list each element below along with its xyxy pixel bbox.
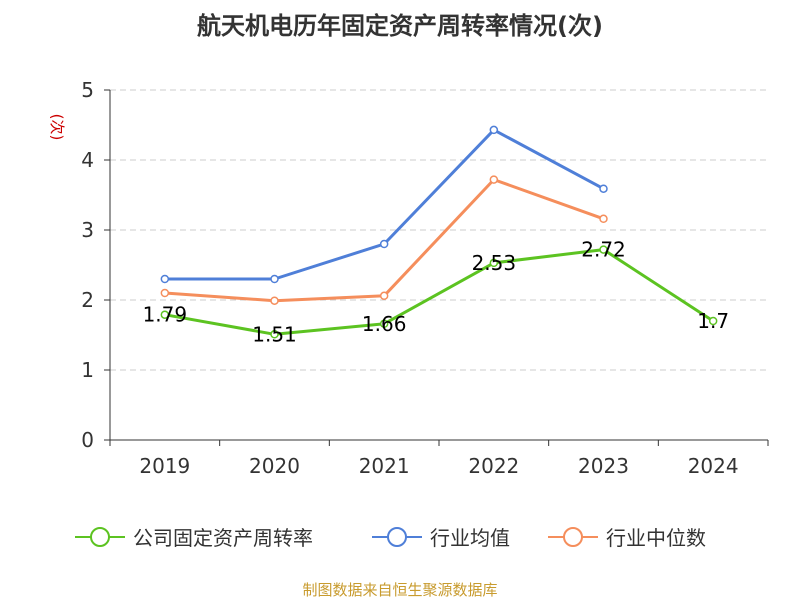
series-points: [160, 125, 718, 339]
data-point: [489, 125, 499, 135]
legend-marker: [563, 527, 583, 547]
x-tick-label: 2022: [468, 454, 519, 478]
data-label: 1.79: [143, 303, 188, 327]
y-tick-label: 0: [81, 428, 94, 452]
y-tick-label: 1: [81, 358, 94, 382]
legend-label: 公司固定资产周转率: [133, 526, 313, 550]
legend: 公司固定资产周转率 行业均值 行业中位数: [75, 526, 706, 550]
series-lines: [164, 128, 714, 336]
y-tick-label: 4: [81, 148, 94, 172]
axes: 0 1 2 3 4 5 2019 2020 2021 2022 2023 2024: [81, 78, 769, 478]
data-point: [599, 184, 608, 193]
data-label: 1.66: [362, 312, 407, 336]
legend-item[interactable]: 行业中位数: [548, 526, 706, 550]
data-point: [379, 239, 389, 249]
legend-label: 行业均值: [430, 526, 510, 550]
data-point: [489, 258, 499, 268]
data-label: 2.72: [581, 238, 626, 262]
data-point: [270, 274, 279, 284]
x-tick-label: 2020: [249, 454, 300, 478]
data-point: [160, 310, 170, 319]
x-tick-label: 2023: [578, 454, 629, 478]
legend-marker: [387, 527, 407, 547]
data-point: [708, 316, 718, 326]
data-point: [270, 296, 279, 305]
source-note: 制图数据来自恒生聚源数据库: [302, 581, 498, 599]
legend-item[interactable]: 公司固定资产周转率: [75, 526, 313, 550]
legend-item[interactable]: 行业均值: [372, 526, 510, 550]
legend-marker: [90, 527, 110, 547]
data-point: [379, 319, 389, 329]
grid-lines: [110, 89, 768, 371]
data-point: [160, 288, 170, 298]
data-point: [160, 274, 170, 284]
data-labels: 1.79 1.51 1.66 2.53 2.72 1.7: [143, 238, 730, 347]
data-point: [379, 291, 389, 301]
series-line: [164, 248, 714, 336]
y-axis-label: (次): [48, 114, 66, 141]
y-tick-label: 5: [81, 78, 94, 102]
data-point: [599, 245, 608, 254]
data-point: [489, 175, 499, 184]
x-tick-label: 2024: [688, 454, 739, 478]
data-point: [599, 214, 608, 224]
y-tick-label: 3: [81, 218, 94, 242]
data-label: 2.53: [472, 251, 517, 275]
data-label: 1.51: [252, 322, 297, 346]
x-tick-label: 2019: [139, 454, 190, 478]
y-tick-label: 2: [81, 288, 94, 312]
data-point: [270, 330, 279, 339]
data-label: 1.7: [697, 309, 729, 333]
x-tick-label: 2021: [359, 454, 410, 478]
chart-title: 航天机电历年固定资产周转率情况(次): [197, 12, 603, 40]
legend-label: 行业中位数: [606, 526, 706, 550]
